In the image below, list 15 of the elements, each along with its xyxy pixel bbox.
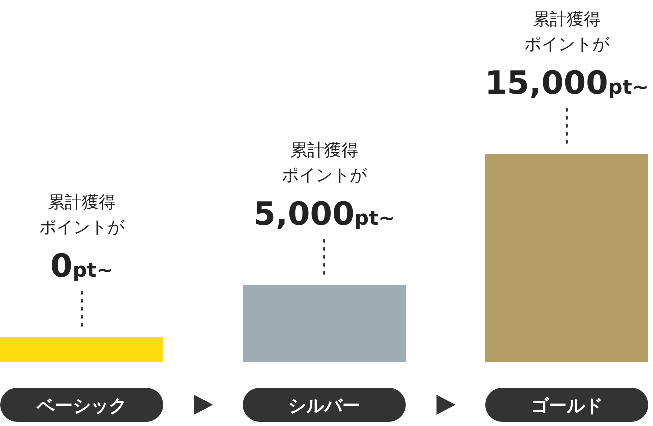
annotation: 5,000pt~ bbox=[254, 195, 396, 234]
x-tick-label: ベーシック bbox=[36, 396, 127, 417]
annotation: ポイントが bbox=[282, 166, 368, 186]
category-label: ゴールド bbox=[486, 388, 648, 422]
annotation: 累計獲得 bbox=[48, 193, 116, 214]
text: ポイントが bbox=[524, 35, 610, 55]
category-label: ベーシック bbox=[0, 388, 164, 422]
annotation: ポイントが bbox=[40, 218, 126, 238]
annotation: 15,000pt~ bbox=[484, 64, 650, 102]
x-tick-label: ゴールド bbox=[531, 396, 603, 417]
category-label: シルバー bbox=[243, 388, 406, 422]
x-tick-label: シルバー bbox=[288, 396, 360, 417]
annotation: 0pt~ bbox=[50, 247, 114, 286]
text: 累計獲得 bbox=[533, 10, 601, 30]
annotation: 累計獲得 bbox=[290, 141, 358, 162]
